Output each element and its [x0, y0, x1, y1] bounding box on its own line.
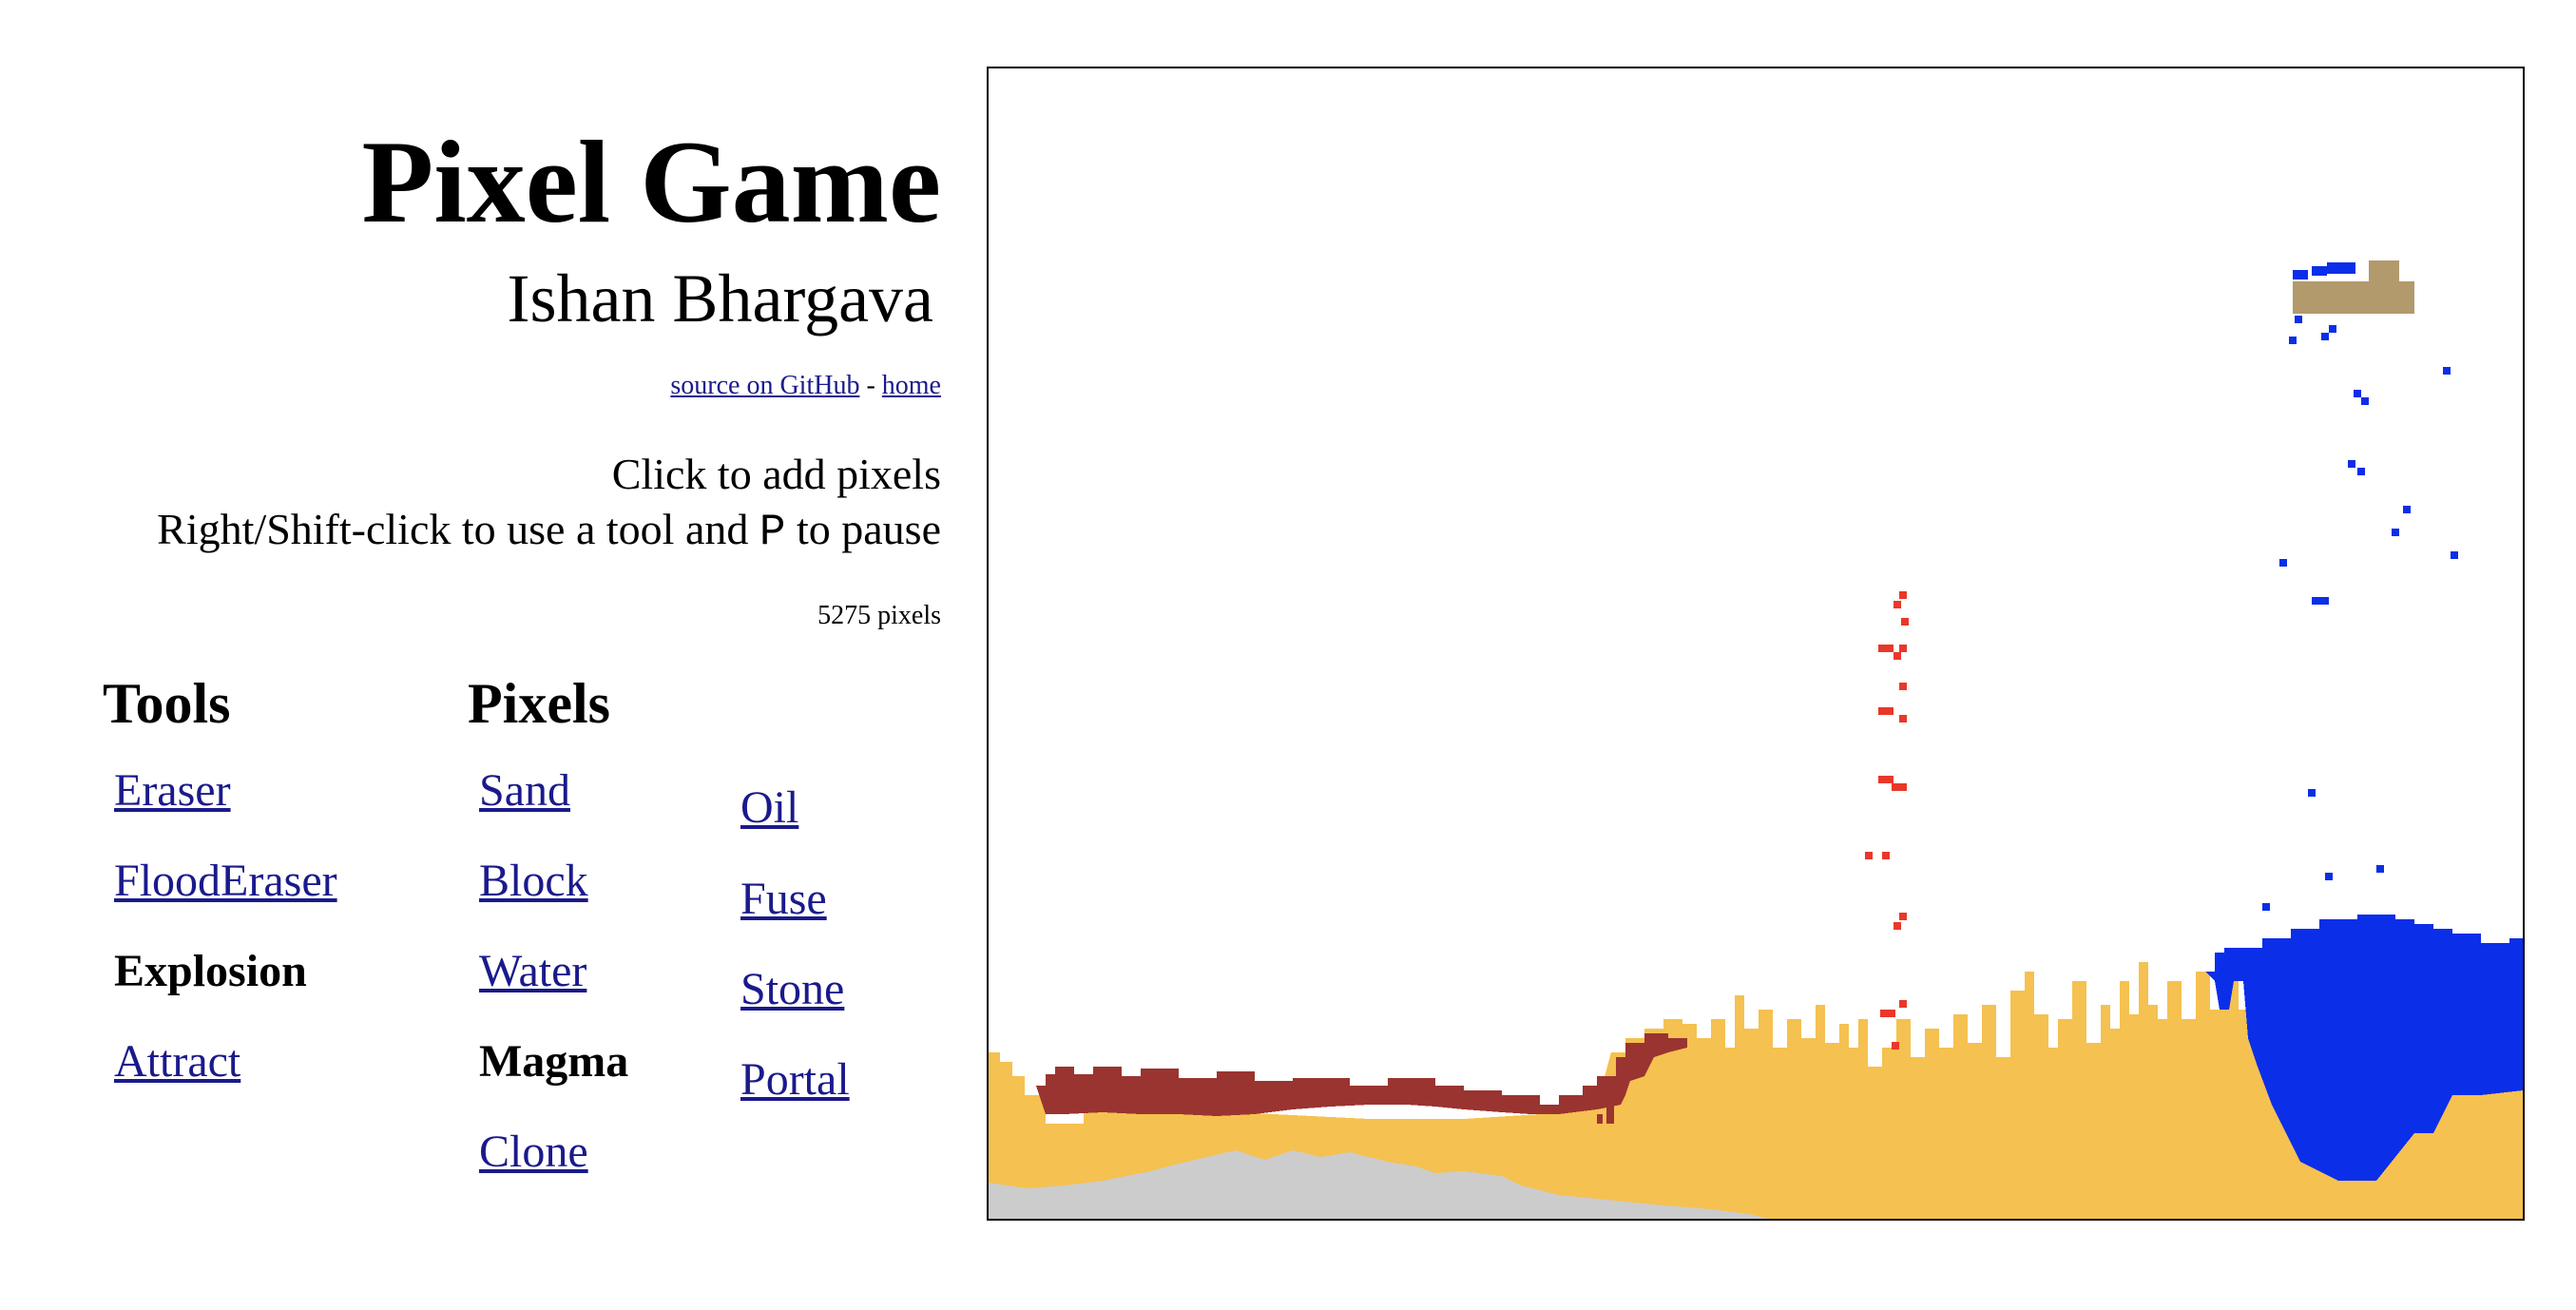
tool-flood-eraser[interactable]: FloodEraser	[114, 856, 337, 906]
tools-heading: Tools	[103, 672, 231, 735]
fire-particles	[1865, 591, 1909, 1050]
sandbox-svg[interactable]	[989, 68, 2523, 1219]
game-canvas[interactable]	[987, 67, 2525, 1221]
github-link[interactable]: source on GitHub	[670, 371, 860, 400]
tool-attract[interactable]: Attract	[114, 1036, 241, 1087]
tool-eraser[interactable]: Eraser	[114, 765, 231, 816]
block-platform-top	[2369, 260, 2399, 281]
pixel-portal[interactable]: Portal	[740, 1054, 850, 1105]
block-platform	[2293, 281, 2414, 314]
link-bar: source on GitHub - home	[670, 371, 941, 401]
instruction-suffix: to pause	[785, 505, 941, 553]
stone-floor	[989, 1150, 1768, 1219]
home-link[interactable]: home	[881, 371, 941, 400]
pause-key: P	[759, 508, 786, 557]
pixel-stone[interactable]: Stone	[740, 964, 845, 1014]
pixel-count: 5275 pixels	[817, 601, 941, 630]
link-separator: -	[866, 371, 875, 400]
pixel-water[interactable]: Water	[479, 946, 587, 996]
instruction-line-1: Click to add pixels	[611, 450, 941, 498]
instruction-prefix: Right/Shift-click to use a tool and	[157, 505, 759, 553]
page-title: Pixel Game	[361, 117, 941, 247]
water-droplets	[2262, 262, 2458, 911]
pixel-clone[interactable]: Clone	[479, 1127, 588, 1177]
author-name: Ishan Bhargava	[507, 260, 933, 337]
pixel-sand[interactable]: Sand	[479, 765, 570, 816]
pixels-heading: Pixels	[468, 672, 610, 735]
instruction-line-2: Right/Shift-click to use a tool and P to…	[157, 502, 941, 560]
magma-speckle	[1597, 1114, 1603, 1124]
pixel-fuse[interactable]: Fuse	[740, 874, 827, 924]
water-pool	[2205, 915, 2523, 1181]
sand-terrain	[989, 962, 2523, 1219]
pixel-block[interactable]: Block	[479, 856, 588, 906]
instructions: Click to add pixels Right/Shift-click to…	[157, 447, 941, 560]
tool-explosion[interactable]: Explosion	[114, 946, 307, 996]
magma-layer	[1036, 1033, 1687, 1116]
pixel-oil[interactable]: Oil	[740, 782, 799, 833]
pixel-magma[interactable]: Magma	[479, 1036, 629, 1087]
magma-speckle	[1606, 1095, 1614, 1124]
